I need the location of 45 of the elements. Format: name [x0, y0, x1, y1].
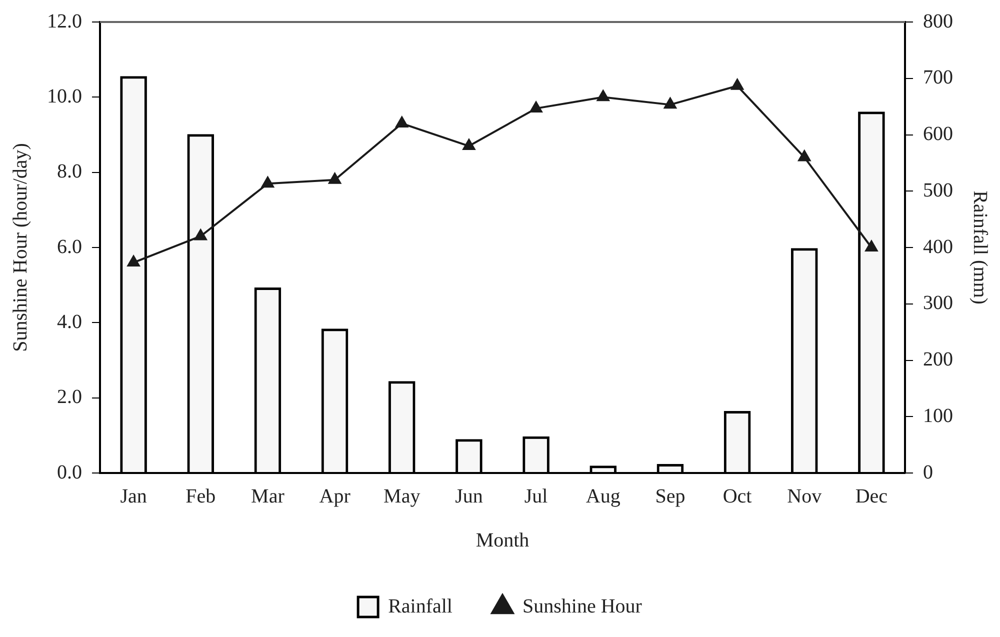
y2-tick-label: 400	[923, 236, 953, 258]
point	[864, 240, 878, 252]
point	[194, 228, 208, 240]
y-tick-label: 12.0	[47, 10, 82, 32]
point	[663, 96, 678, 109]
x-tick-label: Jul	[524, 485, 548, 508]
x-tick-label: Apr	[319, 485, 351, 508]
y-tick-label: 0.0	[57, 461, 82, 484]
y-tick-label: 8.0	[57, 160, 82, 183]
x-tick-label: Jan	[120, 485, 147, 508]
point	[126, 254, 140, 267]
x-tick-label: Dec	[855, 485, 888, 508]
y2-tick-label: 800	[923, 10, 953, 32]
point	[462, 138, 476, 150]
point	[730, 78, 744, 90]
y-tick-label: 6.0	[57, 236, 82, 258]
y2-tick-label: 700	[923, 66, 953, 89]
point	[328, 172, 342, 184]
legend-label: Rainfall	[388, 595, 453, 618]
point	[797, 149, 812, 162]
y2-tick-label: 100	[923, 404, 953, 427]
y2-tick-label: 600	[923, 123, 953, 145]
y2-axis-title: Rainfall (mm)	[968, 190, 991, 304]
y-tick-label: 4.0	[57, 310, 82, 333]
x-tick-label: Sep	[655, 485, 686, 508]
y2-tick-label: 200	[923, 348, 953, 370]
x-axis-title: Month	[476, 529, 530, 552]
y-axis-title: Sunshine Hour (hour/day)	[9, 143, 32, 352]
point	[260, 176, 275, 188]
x-tick-label: Nov	[787, 485, 822, 508]
x-tick-label: Mar	[251, 485, 285, 508]
x-tick-label: Aug	[586, 485, 620, 508]
x-tick-label: May	[384, 485, 420, 508]
y-tick-label: 2.0	[57, 386, 82, 408]
x-tick-label: Oct	[722, 485, 752, 508]
point	[596, 89, 610, 102]
y2-tick-label: 500	[923, 179, 953, 202]
point	[529, 100, 543, 112]
y-tick-label: 10.0	[47, 85, 82, 108]
y2-tick-label: 300	[923, 292, 953, 314]
x-tick-label: Jun	[455, 485, 483, 508]
y2-tick-label: 0	[923, 461, 933, 484]
legend-label: Sunshine Hour	[522, 595, 642, 618]
point	[394, 115, 409, 128]
x-tick-label: Feb	[186, 485, 216, 508]
